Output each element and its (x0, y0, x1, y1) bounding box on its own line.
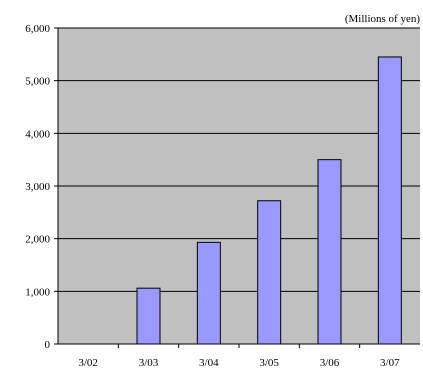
bar-3-03 (136, 287, 161, 345)
axes (54, 27, 420, 348)
y-axis-tick-label: 1,000 (25, 286, 50, 298)
bar-3-07 (377, 56, 402, 345)
bars (136, 56, 402, 345)
y-axis-tick-labels: 0 1,000 2,000 3,000 4,000 5,000 6,000 (25, 23, 50, 351)
y-axis-tick-label: 0 (45, 339, 51, 351)
bar-3-05 (257, 200, 282, 345)
y-axis-tick-label: 4,000 (25, 128, 50, 140)
x-axis-tick-labels: 3/02 3/03 3/04 3/05 3/06 3/07 (78, 357, 400, 369)
y-axis-tick-label: 2,000 (25, 234, 50, 246)
bar-3-06 (317, 159, 342, 345)
x-axis-tick-label: 3/04 (199, 357, 219, 369)
x-axis-tick-label: 3/05 (259, 357, 279, 369)
unit-label: (Millions of yen) (345, 13, 420, 25)
bar-3-04 (196, 241, 221, 345)
y-axis-tick-label: 6,000 (25, 23, 50, 35)
x-axis-tick-label: 3/03 (139, 357, 159, 369)
x-axis-tick-label: 3/06 (320, 357, 340, 369)
y-axis-tick-label: 3,000 (25, 181, 50, 193)
x-axis-tick-label: 3/07 (380, 357, 400, 369)
gridlines (58, 27, 420, 292)
x-axis-tick-label: 3/02 (78, 357, 98, 369)
y-axis-tick-label: 5,000 (25, 76, 50, 88)
